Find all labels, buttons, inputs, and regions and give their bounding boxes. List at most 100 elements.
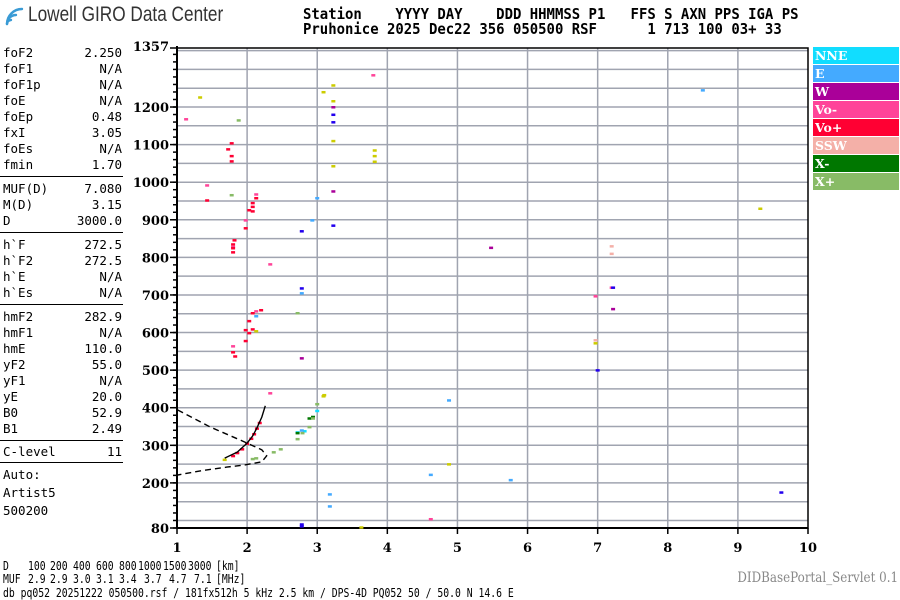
param-value: N/A <box>99 77 122 92</box>
param-value: 110.0 <box>84 341 122 356</box>
cell: 2.9 <box>50 571 68 586</box>
y-tick-label: 900 <box>142 214 169 229</box>
legend-item-voplus: Vo+ <box>813 119 899 136</box>
y-tick-label: 80 <box>151 522 169 537</box>
data-point-vominus <box>205 184 210 187</box>
data-point-voplus <box>226 148 231 151</box>
data-point <box>299 523 304 526</box>
legend-item-xminus: X- <box>813 155 899 172</box>
signal-logo-icon <box>5 7 24 26</box>
autoscaling-line3: 500200 <box>3 503 49 518</box>
row-label: MUF <box>3 571 21 586</box>
data-point-e <box>315 196 320 200</box>
header-columns: Station YYYY DAY DDD HHMMSS P1 FFS S AXN… <box>303 5 799 23</box>
param-value: N/A <box>99 325 122 340</box>
data-point-e <box>310 219 315 222</box>
cell: 3.7 <box>144 571 162 586</box>
param-row: hmF2 282.9 <box>3 310 122 324</box>
param-label: fmin <box>3 157 34 172</box>
data-point <box>331 84 336 87</box>
param-row: foF1 N/A <box>3 62 122 76</box>
data-point-nne <box>302 430 307 433</box>
param-label: fxI <box>3 125 26 140</box>
data-point-voplus <box>233 355 238 358</box>
param-label: B1 <box>3 421 19 436</box>
legend: NNE E W Vo- Vo+ SSW X- X+ <box>813 47 899 191</box>
data-point <box>331 113 336 117</box>
data-point-voplus <box>229 142 234 145</box>
param-label: foF1p <box>3 77 41 92</box>
y-tick-label: 1000 <box>133 176 169 191</box>
data-point-vominus <box>268 263 273 266</box>
data-point <box>331 121 336 124</box>
data-point-xplus <box>278 448 283 451</box>
param-label: foF1 <box>3 61 34 76</box>
data-point-xminus <box>295 431 300 435</box>
data-point-voplus <box>240 448 245 451</box>
data-point <box>447 463 452 466</box>
cell: 1500 <box>163 558 187 573</box>
param-row: foEp 0.48 <box>3 110 122 124</box>
data-point-w <box>331 190 336 193</box>
data-point-e <box>700 89 705 92</box>
param-value: 0.48 <box>91 109 122 124</box>
computed-trace-curve <box>224 405 266 459</box>
param-value: 3.05 <box>91 125 122 140</box>
param-row: M(D) 3.15 <box>3 198 122 212</box>
data-point-e <box>447 399 452 402</box>
data-point-vominus <box>268 392 273 395</box>
data-point-voplus <box>243 339 248 343</box>
param-label: MUF(D) <box>3 181 49 196</box>
param-label: hmF1 <box>3 325 34 340</box>
data-point-w <box>489 246 494 250</box>
data-point-xminus <box>307 417 312 420</box>
param-value: 11 <box>106 444 122 459</box>
cell: 100 <box>28 558 46 573</box>
data-point-voplus <box>229 154 234 158</box>
x-tick-label: 10 <box>799 541 817 556</box>
y-tick-label: 1100 <box>133 139 169 154</box>
cell: 3000 <box>188 558 212 573</box>
x-tick-label: 9 <box>733 541 742 556</box>
y-tick-label: 200 <box>142 477 169 492</box>
divider <box>0 440 123 441</box>
data-point <box>359 526 364 529</box>
header-values: Pruhonice 2025 Dec22 356 050500 RSF 1 71… <box>303 20 782 38</box>
cell: 200 <box>50 558 68 573</box>
param-value: 55.0 <box>91 357 122 372</box>
cell: 2.9 <box>28 571 46 586</box>
param-row: h`Es N/A <box>3 286 122 300</box>
param-label: foEs <box>3 141 34 156</box>
param-row: B0 52.9 <box>3 406 122 420</box>
data-point <box>611 286 616 289</box>
cell: 3.0 <box>73 571 91 586</box>
param-value: 282.9 <box>84 309 122 324</box>
data-point-vominus <box>371 74 376 77</box>
param-value: N/A <box>99 141 122 156</box>
data-point-w <box>331 106 336 109</box>
data-point <box>595 369 600 372</box>
param-row: yF1 N/A <box>3 374 122 388</box>
data-point <box>372 149 377 152</box>
data-point <box>299 287 304 290</box>
param-label: D <box>3 213 11 228</box>
param-value: 272.5 <box>84 253 122 268</box>
data-point-voplus <box>243 328 248 332</box>
param-row: yE 20.0 <box>3 390 122 404</box>
divider <box>0 304 123 305</box>
distance-row: D 100 200 400 600 800 1000 1500 3000 [km] <box>0 559 300 572</box>
data-point-e <box>254 315 259 318</box>
data-point <box>372 154 377 158</box>
param-value: 1.70 <box>91 157 122 172</box>
data-point <box>222 458 227 462</box>
logo: Lowell GIRO Data Center <box>4 3 266 27</box>
param-value: 3.15 <box>91 197 122 212</box>
param-row: foE N/A <box>3 94 122 108</box>
data-point-voplus <box>247 209 252 212</box>
param-label: h`F2 <box>3 253 34 268</box>
data-point-ssw <box>609 245 614 248</box>
x-tick-label: 8 <box>663 541 672 556</box>
param-value: 3000.0 <box>76 213 122 228</box>
data-point-e <box>299 429 304 432</box>
param-row: foEs N/A <box>3 142 122 156</box>
